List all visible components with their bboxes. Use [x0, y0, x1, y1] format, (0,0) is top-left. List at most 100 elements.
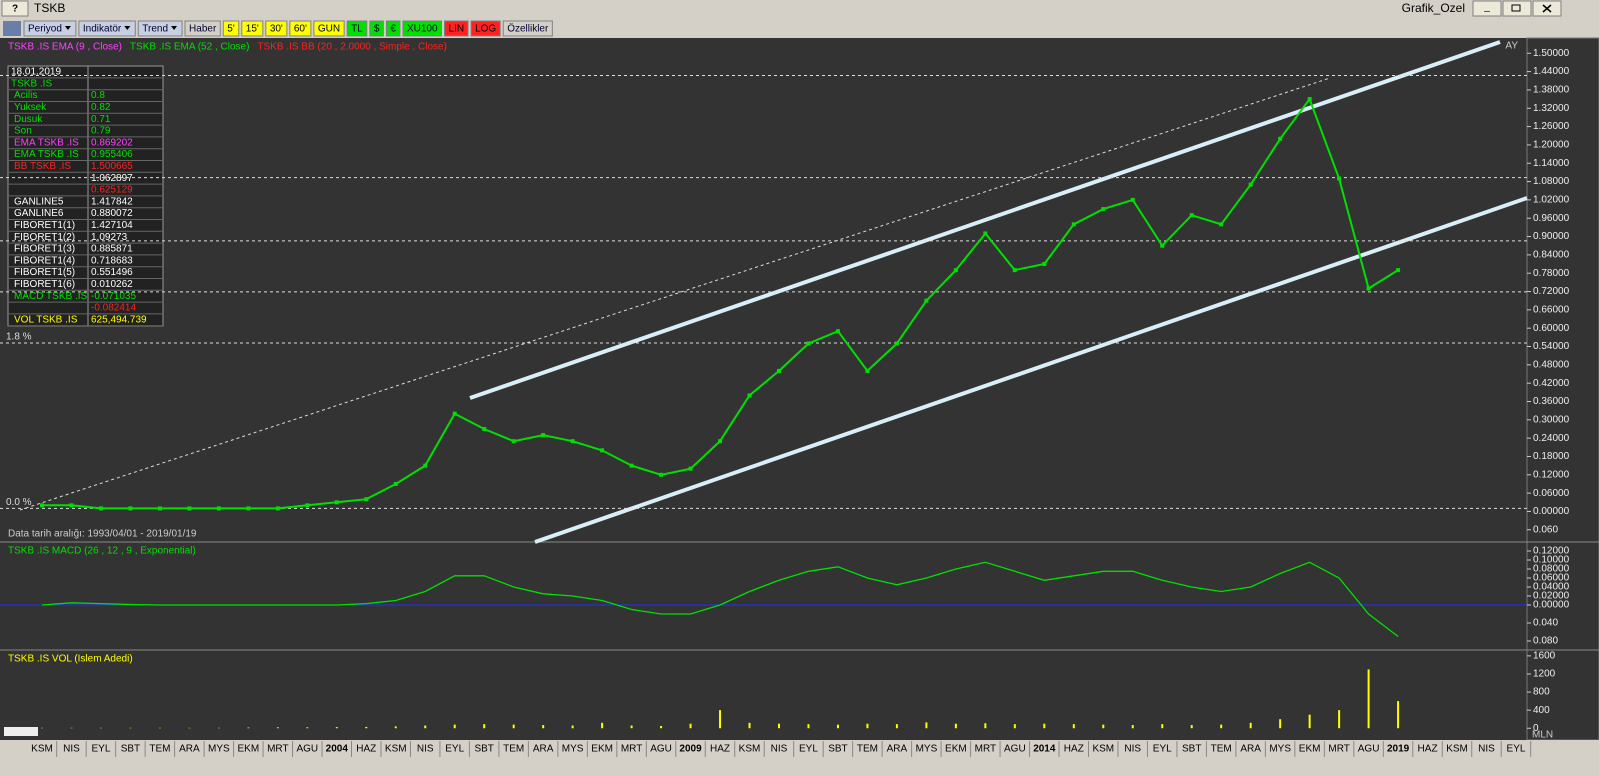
x-tick-label: HAZ [356, 744, 376, 755]
volume-bar [1161, 724, 1164, 729]
toolbar-button[interactable]: 60' [289, 20, 312, 37]
help-button[interactable] [1, 0, 29, 17]
volume-bar [424, 725, 427, 729]
info-value: 0.8 [91, 90, 105, 101]
channel-line [469, 40, 1501, 400]
info-label: GANLINE5 [14, 196, 64, 207]
price-point [246, 506, 251, 511]
dropdown-arrow [124, 26, 131, 30]
app-name: Grafik_Ozel [1402, 1, 1465, 15]
volume-bar [866, 723, 869, 729]
volume-bar [483, 724, 486, 729]
volume-bar [335, 727, 338, 729]
price-point [157, 506, 162, 511]
y-tick-label: 0.10000 [1533, 555, 1570, 566]
button-face [346, 20, 368, 37]
y-tick-label: 1.44000 [1533, 66, 1570, 77]
toolbar-button[interactable]: LOG [470, 20, 501, 37]
info-value: 0.82 [91, 102, 111, 113]
x-tick-label: MYS [208, 744, 230, 755]
x-tick-label: 2019 [1387, 744, 1410, 755]
toolbar-button[interactable]: XU100 [402, 20, 443, 37]
toolbar-button[interactable]: GUN [313, 20, 345, 37]
time-axis [0, 740, 1599, 776]
button-label: 30' [270, 24, 283, 35]
volume-bar [925, 722, 928, 729]
y-tick-label: 0.72000 [1533, 286, 1570, 297]
macd-line [41, 561, 1399, 638]
price-point [216, 506, 221, 511]
price-point [1160, 243, 1165, 248]
restore-icon [1511, 4, 1521, 12]
price-point [364, 497, 369, 502]
y-tick-label: 0.00000 [1533, 600, 1570, 611]
toolbar-button[interactable]: LIN [444, 20, 469, 37]
button-label: LIN [449, 24, 465, 35]
toolbar-icon[interactable] [3, 21, 21, 36]
price-point [570, 439, 575, 444]
y-tick-label: 0.12000 [1533, 546, 1570, 557]
volume-bar [306, 727, 309, 729]
minimize[interactable] [1472, 0, 1502, 17]
toolbar-button[interactable]: 15' [241, 20, 264, 37]
info-label: Yuksek [14, 102, 47, 113]
x-tick-label: NIS [1124, 744, 1141, 755]
fib-label: 0.0 % [6, 497, 32, 508]
period-label: AY [1505, 41, 1518, 52]
info-value: -0.071035 [91, 291, 136, 302]
toolbar-button[interactable]: $ [369, 20, 384, 37]
minimize-icon: _ [1483, 2, 1490, 13]
price-point [747, 393, 752, 398]
info-value: 0.551496 [91, 267, 133, 278]
x-tick-label: 2009 [679, 744, 702, 755]
x-tick-label: EYL [799, 744, 818, 755]
panel-title: TSKB .IS MACD (26 , 12 , 9 , Exponential… [8, 546, 196, 557]
y-tick-label: 0 [1533, 723, 1539, 734]
info-label: 18.01.2019 [11, 67, 61, 78]
title-bar [0, 0, 1599, 17]
close-icon [1542, 4, 1552, 13]
y-tick-label: 0.36000 [1533, 396, 1570, 407]
volume-bar [1338, 710, 1341, 729]
volume-bar [1102, 724, 1105, 729]
toolbar-button[interactable]: Haber [184, 20, 221, 37]
toolbar-button[interactable]: Özellikler [502, 20, 553, 37]
volume-bar [630, 725, 633, 729]
restore[interactable] [1502, 0, 1532, 17]
price-point [452, 411, 457, 416]
toolbar-button[interactable]: TL [346, 20, 368, 37]
toolbar-button[interactable]: Indikatör [78, 20, 136, 37]
toolbar-button[interactable]: 30' [265, 20, 288, 37]
info-label: FIBORET1(3) [14, 244, 75, 255]
info-label: TSKB .IS [11, 78, 52, 89]
y-tick-label: 0.04000 [1533, 582, 1570, 593]
button-label: XU100 [407, 24, 438, 35]
toolbar-button[interactable]: Periyod [23, 20, 77, 37]
y-tick-label: 0.96000 [1533, 213, 1570, 224]
x-tick-label: EYL [92, 744, 111, 755]
button-label: GUN [318, 24, 340, 35]
x-tick-label: MYS [1269, 744, 1291, 755]
price-point [187, 506, 192, 511]
x-tick-label: AGU [1004, 744, 1026, 755]
toolbar-button[interactable]: Trend [137, 20, 183, 37]
x-tick-label: ARA [179, 744, 200, 755]
info-value: 0.625129 [91, 185, 133, 196]
legend-entry: TSKB .IS EMA (9 , Close) [8, 42, 122, 53]
volume-bar [984, 723, 987, 729]
info-value: 0.010262 [91, 279, 133, 290]
x-tick-label: AGU [1358, 744, 1380, 755]
info-label: Acilis [14, 90, 37, 101]
toolbar-button[interactable]: € [385, 20, 401, 37]
info-value: -0.082414 [91, 303, 136, 314]
button-face [78, 20, 136, 37]
y-tick-label: 1.38000 [1533, 85, 1570, 96]
x-tick-label: NIS [1478, 744, 1495, 755]
info-label: FIBORET1(4) [14, 255, 75, 266]
legend-entry: TSKB .IS EMA (52 , Close) [130, 42, 249, 53]
button-face [502, 20, 553, 37]
volume-bar [1397, 701, 1400, 729]
x-tick-label: NIS [417, 744, 434, 755]
toolbar-button[interactable]: 5' [222, 20, 240, 37]
